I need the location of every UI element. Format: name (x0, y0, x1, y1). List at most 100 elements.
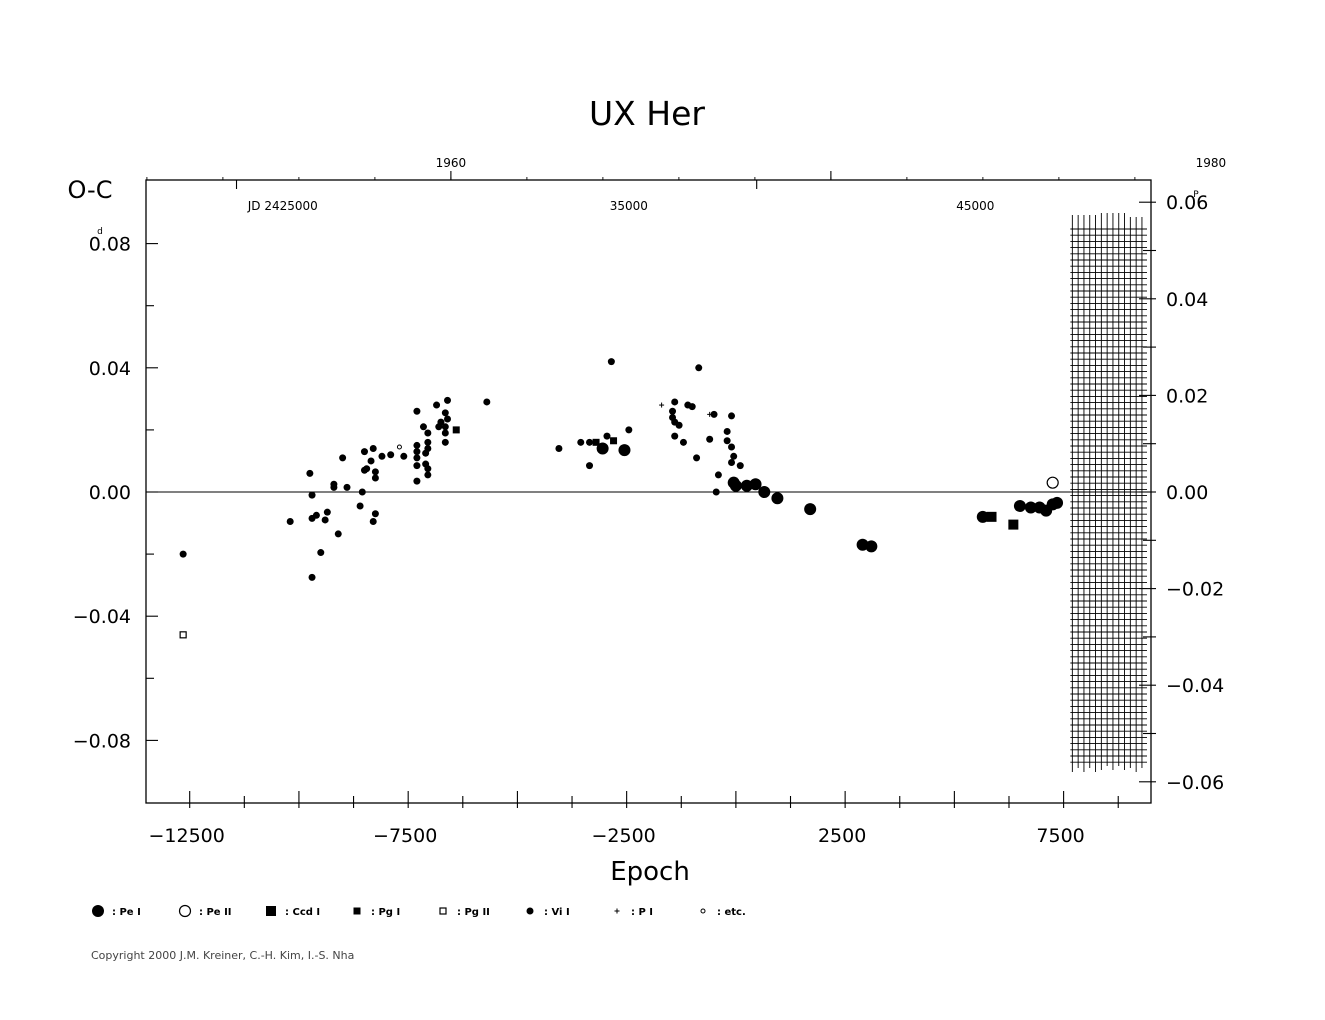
data-point (444, 396, 451, 404)
data-point (334, 530, 342, 538)
data-point (976, 510, 989, 523)
y-tick-label: −0.04 (73, 606, 131, 628)
data-point (596, 442, 609, 455)
data-point (1051, 496, 1064, 509)
x-tick-label: −7500 (373, 825, 437, 847)
data-point (710, 410, 718, 418)
data-point (317, 549, 325, 557)
y2-tick-label: 0.00 (1166, 482, 1208, 504)
data-point (321, 516, 329, 524)
data-point (865, 540, 878, 553)
data-point (308, 491, 316, 499)
jd-label: 35000 (610, 199, 648, 213)
data-point (671, 432, 679, 440)
series-filled-square-large (986, 511, 1019, 530)
data-point (356, 502, 364, 510)
data-point (179, 631, 187, 639)
data-point (679, 438, 687, 446)
data-point (707, 411, 713, 417)
legend-label: : Pg I (371, 907, 400, 918)
data-point (286, 517, 294, 525)
data-point (736, 462, 744, 470)
data-point (312, 511, 320, 519)
legend-label: : Pg II (457, 907, 490, 918)
data-point (413, 407, 421, 415)
y2-unit-label: P (1193, 190, 1199, 200)
data-point (671, 398, 679, 406)
legend-item: : Pg I (353, 907, 400, 918)
y-tick-label: 0.00 (89, 482, 131, 504)
legend-marker (700, 908, 706, 914)
data-point (603, 432, 611, 440)
data-point (413, 448, 421, 456)
legend-label: : Vi I (544, 907, 570, 918)
data-point (358, 488, 366, 496)
series-filled-circle-large (596, 442, 1064, 553)
legend-label: : P I (631, 907, 653, 918)
legend-marker (266, 906, 276, 916)
year-label: 1980 (1196, 156, 1227, 170)
data-point (424, 445, 432, 453)
data-point (723, 437, 731, 445)
legend-item: : P I (614, 907, 653, 918)
data-point (452, 426, 460, 434)
series-filled-square-small (452, 426, 618, 446)
data-point (369, 445, 377, 453)
data-point (730, 452, 738, 460)
data-point (330, 480, 338, 488)
data-point (441, 438, 449, 446)
data-point (396, 444, 402, 450)
y2-tick-label: 0.02 (1166, 385, 1208, 407)
legend-item: : Vi I (526, 907, 570, 918)
data-point (749, 478, 762, 491)
data-point (371, 474, 379, 482)
data-point (437, 418, 445, 426)
data-point (371, 468, 379, 476)
plot-area: −12500−7500−2500250075001920194019601980… (73, 156, 1227, 847)
data-point (688, 403, 696, 411)
series-filled-circle-small (179, 358, 744, 581)
x-tick-label: −2500 (592, 825, 656, 847)
jd-label: JD 2425000 (247, 199, 318, 213)
series-open-circle-small (396, 444, 402, 450)
data-point (986, 511, 997, 522)
data-point (723, 427, 731, 435)
data-point (413, 441, 421, 449)
y2-tick-label: 0.04 (1166, 289, 1208, 311)
legend-item: : Pe I (92, 905, 141, 918)
y-tick-label: 0.04 (89, 358, 131, 380)
series-plus (659, 402, 713, 417)
data-point (607, 358, 615, 366)
data-point (695, 364, 703, 372)
y-tick-label: −0.08 (73, 730, 131, 752)
data-point (804, 503, 817, 516)
data-point (758, 486, 771, 498)
data-point (433, 401, 441, 409)
y2-tick-label: −0.04 (1166, 675, 1224, 697)
legend-item: : etc. (700, 907, 746, 918)
legend-item: : Pe II (178, 904, 232, 918)
legend-item: : Pg II (439, 907, 490, 918)
data-point (323, 508, 331, 516)
x-tick-label: −12500 (149, 825, 225, 847)
x-tick-label: 2500 (818, 825, 866, 847)
legend-marker (526, 907, 534, 915)
data-point (1008, 519, 1019, 530)
x-axis-label: Epoch (610, 857, 690, 887)
legend: : Pe I: Pe II: Ccd I: Pg I: Pg II: Vi I:… (92, 904, 746, 918)
data-point (343, 483, 351, 491)
data-point (308, 573, 316, 581)
data-point (179, 550, 187, 558)
legend-label: : etc. (717, 907, 746, 918)
y2-tick-label: 0.06 (1166, 192, 1208, 214)
data-point (618, 444, 631, 457)
year-label: 1960 (436, 156, 467, 170)
data-point (400, 452, 408, 460)
y2-tick-label: −0.02 (1166, 579, 1224, 601)
data-point (367, 457, 375, 465)
data-point (424, 465, 432, 473)
data-point (706, 435, 714, 443)
data-point (413, 477, 421, 485)
data-point (669, 407, 677, 415)
